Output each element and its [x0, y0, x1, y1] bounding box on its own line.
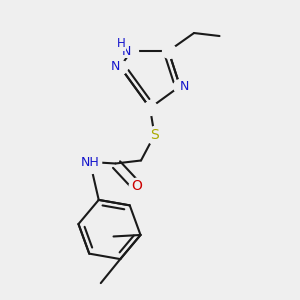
Text: N: N [111, 60, 120, 73]
Text: N: N [122, 44, 131, 58]
Text: S: S [150, 128, 159, 142]
Text: O: O [131, 179, 142, 193]
Text: H: H [117, 37, 125, 50]
Text: NH: NH [81, 155, 99, 169]
Text: N: N [180, 80, 189, 93]
